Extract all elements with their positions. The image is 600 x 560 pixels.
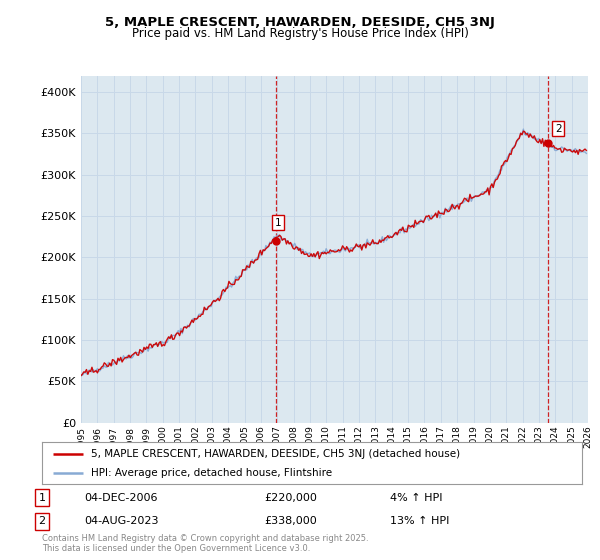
Text: Contains HM Land Registry data © Crown copyright and database right 2025.
This d: Contains HM Land Registry data © Crown c… bbox=[42, 534, 368, 553]
Text: £220,000: £220,000 bbox=[264, 493, 317, 503]
Text: 13% ↑ HPI: 13% ↑ HPI bbox=[390, 516, 449, 526]
Text: 5, MAPLE CRESCENT, HAWARDEN, DEESIDE, CH5 3NJ: 5, MAPLE CRESCENT, HAWARDEN, DEESIDE, CH… bbox=[105, 16, 495, 29]
Text: 04-DEC-2006: 04-DEC-2006 bbox=[84, 493, 157, 503]
Text: 4% ↑ HPI: 4% ↑ HPI bbox=[390, 493, 443, 503]
Text: Price paid vs. HM Land Registry's House Price Index (HPI): Price paid vs. HM Land Registry's House … bbox=[131, 27, 469, 40]
Text: 2: 2 bbox=[555, 124, 562, 133]
Text: 1: 1 bbox=[275, 218, 282, 228]
Text: 5, MAPLE CRESCENT, HAWARDEN, DEESIDE, CH5 3NJ (detached house): 5, MAPLE CRESCENT, HAWARDEN, DEESIDE, CH… bbox=[91, 449, 460, 459]
Text: 04-AUG-2023: 04-AUG-2023 bbox=[84, 516, 158, 526]
Text: £338,000: £338,000 bbox=[264, 516, 317, 526]
Text: HPI: Average price, detached house, Flintshire: HPI: Average price, detached house, Flin… bbox=[91, 468, 332, 478]
Text: 1: 1 bbox=[38, 493, 46, 503]
Text: 2: 2 bbox=[38, 516, 46, 526]
